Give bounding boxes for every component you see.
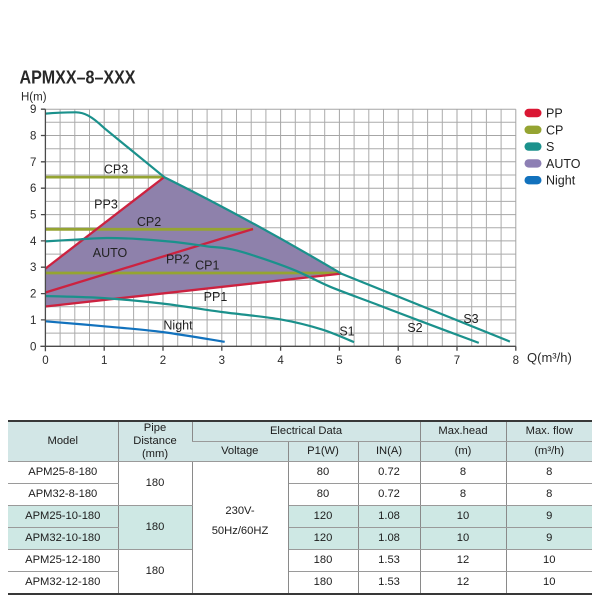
svg-text:S2: S2 — [407, 321, 422, 335]
svg-text:PP2: PP2 — [166, 253, 190, 267]
svg-text:5: 5 — [30, 210, 36, 222]
svg-text:7: 7 — [454, 355, 460, 367]
svg-text:CP1: CP1 — [195, 259, 219, 273]
svg-text:S: S — [546, 140, 554, 154]
svg-text:3: 3 — [30, 262, 36, 274]
svg-text:7: 7 — [30, 157, 36, 169]
svg-text:8: 8 — [513, 355, 519, 367]
svg-text:0: 0 — [30, 341, 36, 353]
svg-text:1: 1 — [30, 315, 36, 327]
svg-text:Night: Night — [163, 319, 193, 333]
svg-text:6: 6 — [395, 355, 401, 367]
svg-text:PP3: PP3 — [94, 198, 118, 212]
svg-text:APMXX–8–XXX: APMXX–8–XXX — [20, 68, 136, 88]
svg-text:8: 8 — [30, 131, 36, 143]
svg-text:H(m): H(m) — [21, 92, 47, 104]
svg-text:S3: S3 — [463, 312, 478, 326]
svg-text:0: 0 — [42, 355, 48, 367]
svg-text:AUTO: AUTO — [93, 246, 128, 260]
svg-text:4: 4 — [30, 236, 37, 248]
svg-text:PP1: PP1 — [204, 290, 228, 304]
svg-text:2: 2 — [160, 355, 166, 367]
svg-text:6: 6 — [30, 183, 36, 195]
svg-text:Q(m³/h): Q(m³/h) — [527, 350, 572, 365]
svg-text:5: 5 — [336, 355, 342, 367]
svg-text:AUTO: AUTO — [546, 157, 581, 171]
svg-text:1: 1 — [101, 355, 107, 367]
svg-text:CP2: CP2 — [137, 215, 161, 229]
svg-text:S1: S1 — [339, 325, 354, 339]
svg-text:PP: PP — [546, 107, 563, 121]
svg-text:CP: CP — [546, 123, 563, 137]
svg-text:2: 2 — [30, 289, 36, 301]
svg-text:Night: Night — [546, 174, 576, 188]
svg-text:3: 3 — [219, 355, 225, 367]
svg-text:CP3: CP3 — [104, 163, 128, 177]
svg-text:4: 4 — [277, 355, 284, 367]
svg-text:9: 9 — [30, 104, 36, 116]
